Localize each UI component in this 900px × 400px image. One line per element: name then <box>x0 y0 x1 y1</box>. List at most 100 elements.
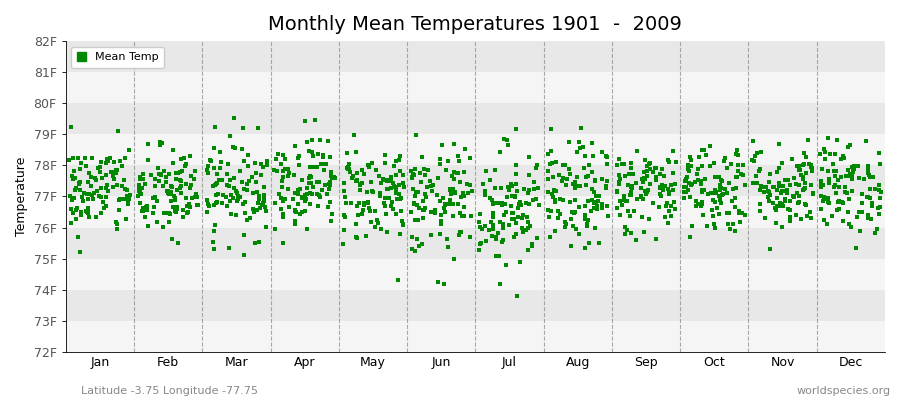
Point <box>872 149 886 156</box>
Point <box>254 172 268 178</box>
Point <box>569 226 583 232</box>
Point <box>274 183 289 190</box>
Point <box>94 185 108 192</box>
Point <box>66 176 80 182</box>
Point <box>716 178 730 184</box>
Point <box>159 188 174 194</box>
Point <box>239 216 254 223</box>
Point <box>432 156 446 162</box>
Point <box>760 194 775 200</box>
Point <box>572 204 586 210</box>
Point <box>224 192 238 198</box>
Point <box>139 204 153 210</box>
Point <box>513 199 527 206</box>
Point <box>324 218 338 224</box>
Point <box>518 226 533 233</box>
Point <box>505 215 519 222</box>
Point <box>836 153 850 160</box>
Point <box>752 168 766 174</box>
Point <box>382 177 397 183</box>
Point <box>558 161 572 168</box>
Point <box>348 234 363 240</box>
Point <box>690 171 705 178</box>
Point <box>829 190 843 196</box>
Point <box>289 209 303 216</box>
Point <box>140 207 154 213</box>
Point <box>493 281 508 288</box>
Point <box>694 200 708 207</box>
Point <box>558 224 572 230</box>
Point <box>680 187 695 193</box>
Point <box>259 208 274 214</box>
Point <box>805 168 819 174</box>
Point <box>85 192 99 198</box>
Point <box>544 148 558 154</box>
Point <box>661 186 675 193</box>
Point <box>789 212 804 218</box>
Point <box>236 200 250 207</box>
Point <box>640 163 654 170</box>
Point <box>652 204 666 211</box>
Point <box>509 180 524 187</box>
Point <box>508 162 523 168</box>
Point <box>817 195 832 202</box>
Point <box>349 170 364 176</box>
Point <box>349 178 364 184</box>
Point <box>88 174 103 181</box>
Point <box>367 224 382 230</box>
Point <box>861 212 876 218</box>
Point <box>682 234 697 240</box>
Point <box>700 223 715 229</box>
Point <box>544 191 559 197</box>
Point <box>425 188 439 194</box>
Point <box>237 252 251 258</box>
Point <box>492 149 507 155</box>
Point <box>729 185 743 191</box>
Point <box>500 194 514 200</box>
Point <box>727 204 742 210</box>
Point <box>504 183 518 190</box>
Point <box>269 156 284 162</box>
Point <box>626 170 640 177</box>
Point <box>208 124 222 130</box>
Point <box>590 203 604 209</box>
Point <box>814 183 828 190</box>
Point <box>496 224 510 231</box>
Point <box>531 185 545 191</box>
Point <box>396 184 410 190</box>
Point <box>215 200 230 207</box>
Point <box>93 193 107 199</box>
Point <box>568 196 582 203</box>
Point <box>664 213 679 219</box>
Point <box>267 167 282 173</box>
Point <box>115 163 130 169</box>
Point <box>278 166 293 173</box>
Point <box>776 203 790 209</box>
Point <box>791 163 806 170</box>
Point <box>636 175 651 182</box>
Point <box>302 175 317 182</box>
Point <box>814 180 828 186</box>
Point <box>572 183 587 189</box>
Point <box>852 174 867 181</box>
Point <box>304 137 319 143</box>
Point <box>308 116 322 123</box>
Point <box>408 248 422 254</box>
Point <box>525 241 539 247</box>
Point <box>131 182 146 189</box>
Point <box>408 166 422 173</box>
Point <box>338 180 352 186</box>
Point <box>356 200 371 206</box>
Point <box>559 182 573 188</box>
Point <box>506 210 520 216</box>
Point <box>572 144 587 151</box>
Point <box>292 200 306 207</box>
Point <box>133 186 148 192</box>
Point <box>579 174 593 180</box>
Point <box>761 188 776 194</box>
Point <box>361 199 375 206</box>
Point <box>775 200 789 207</box>
Point <box>221 183 236 190</box>
Point <box>763 192 778 198</box>
Point <box>388 184 402 190</box>
